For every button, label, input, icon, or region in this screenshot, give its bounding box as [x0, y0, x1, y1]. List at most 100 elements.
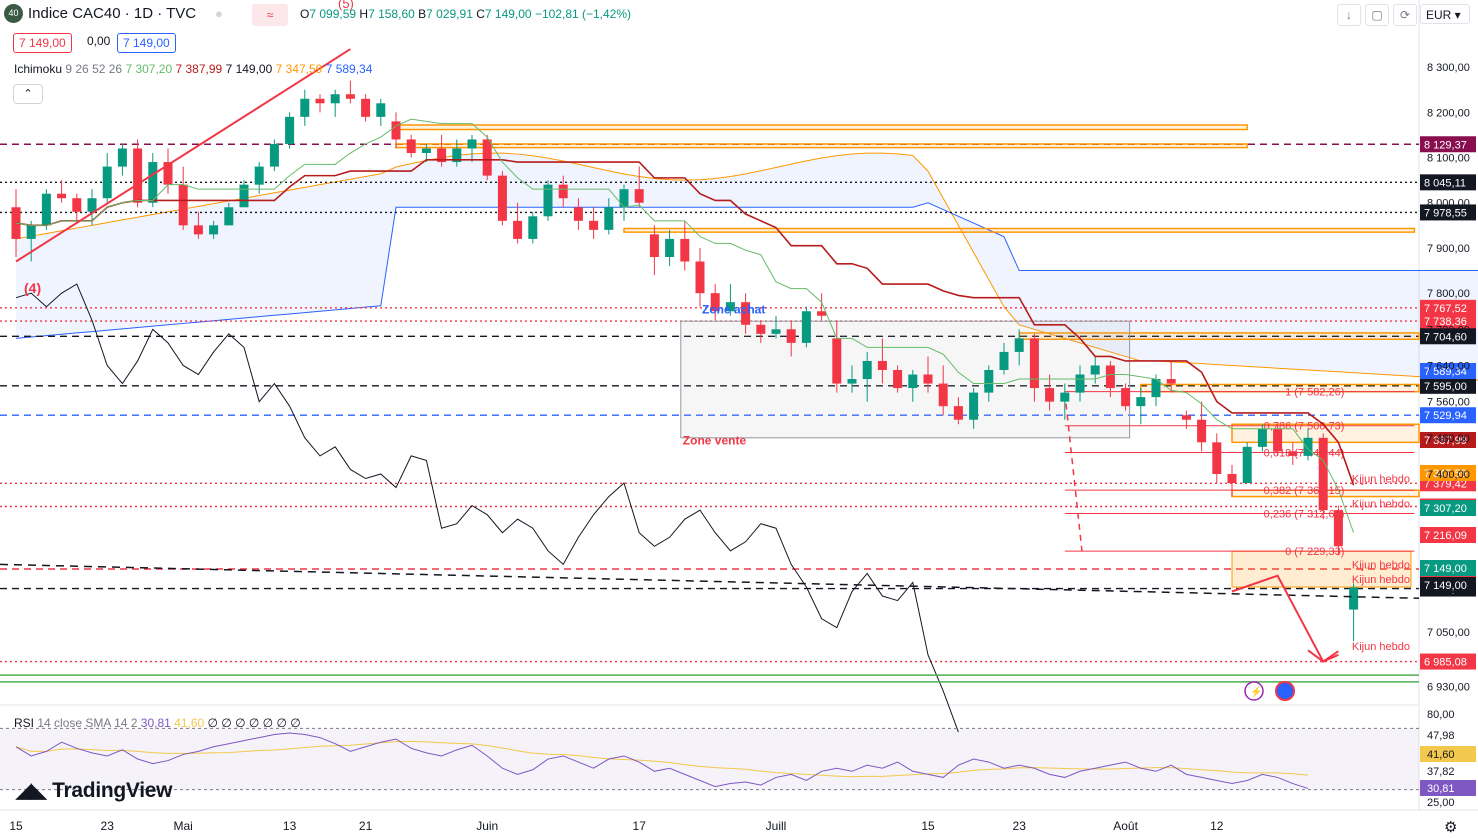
candle-body: [1045, 388, 1055, 402]
candle-body: [437, 148, 447, 163]
price-badge-1: [1420, 432, 1476, 448]
orange-zone-1: [395, 143, 1248, 149]
symbol-title[interactable]: Indice CAC40 · 1D · TVC: [28, 5, 197, 22]
fib-label-3: 0,382 (7 364,15): [1264, 485, 1345, 497]
level-badge-2: [1420, 204, 1476, 221]
currency-select[interactable]: EUR ▾: [1420, 4, 1470, 24]
maximize-icon[interactable]: ▢: [1365, 4, 1389, 26]
level-badge-4: [1420, 313, 1476, 330]
ichimoku-legend[interactable]: Ichimoku 9 26 52 26 7 307,20 7 387,99 7 …: [14, 62, 373, 76]
level-label-7: 7 529,94: [1424, 410, 1467, 422]
candle-body: [589, 220, 599, 230]
ohlc-readout: O7 099,59 H7 158,60 B7 029,91 C7 149,00 …: [300, 7, 632, 21]
rsi-legend[interactable]: RSI 14 close SMA 14 2 30,81 41,60 ∅ ∅ ∅ …: [14, 716, 301, 730]
rsi-badge-4: [1420, 780, 1476, 796]
candle-body: [269, 143, 279, 167]
tenkan-line: [15, 118, 1355, 533]
candle-body: [26, 225, 36, 239]
sell-button[interactable]: 7 149,00: [13, 33, 72, 53]
chikou-line: [15, 283, 959, 733]
wave-compare-icon[interactable]: ≈: [252, 4, 288, 26]
price-badge-label-3: 7 307,20: [1424, 503, 1467, 515]
rsi-tick-4: 30,81: [1427, 783, 1455, 795]
candle-body: [467, 139, 477, 149]
candle-body: [254, 166, 264, 185]
projection-arrowhead: [1307, 649, 1339, 663]
candle-body: [695, 261, 705, 294]
candle-body: [1242, 446, 1252, 484]
symbol-logo: 40: [4, 4, 23, 23]
candle-body: [148, 162, 158, 203]
candle-body: [923, 374, 933, 384]
candle-body: [1166, 379, 1176, 384]
candle-body: [528, 216, 538, 239]
candle-body: [102, 166, 112, 199]
fib-label-0: 1 (7 582,26): [1285, 387, 1344, 399]
candle-body: [133, 148, 143, 203]
candle-body: [345, 94, 355, 99]
rsi-tick-2: 41,60: [1427, 749, 1455, 761]
candle-body: [543, 184, 553, 217]
candle-body: [1288, 451, 1298, 456]
price-badge-5: [1420, 560, 1476, 576]
y-tick-4: 7 900,00: [1427, 243, 1470, 255]
settings-gear-icon[interactable]: ⚙: [1444, 819, 1458, 836]
rsi-line: [15, 732, 1309, 789]
candle-body: [847, 379, 857, 384]
collapse-legend-button[interactable]: ⌃: [13, 84, 43, 104]
candle-body: [41, 193, 51, 226]
x-tick-7: Juill: [766, 819, 787, 833]
y-tick-7: 7 640,00: [1427, 360, 1470, 372]
price-badge-label-2: 7 347,59: [1424, 468, 1467, 480]
candle-body: [801, 311, 811, 343]
candle-body: [87, 198, 97, 212]
projection-arrow: [1231, 574, 1339, 663]
level-badge-1: [1420, 174, 1476, 191]
level-label-4: 7 738,36: [1424, 316, 1467, 328]
candle-body: [1349, 587, 1359, 610]
candle-body: [209, 225, 219, 235]
candle-body: [786, 329, 796, 343]
candle-body: [1075, 374, 1085, 393]
fullscreen-icon[interactable]: ⟳: [1393, 4, 1417, 26]
price-badge-0: [1420, 363, 1476, 379]
level-badge-3: [1420, 299, 1476, 316]
candle-body: [178, 184, 188, 226]
kijun-line: [15, 158, 1355, 486]
status-dot-icon: ●: [215, 6, 223, 21]
price-badge-4: [1420, 527, 1476, 543]
buy-button[interactable]: 7 149,00: [117, 33, 176, 53]
candle-body: [1121, 388, 1131, 407]
x-tick-11: 12: [1210, 819, 1224, 833]
trendline-dashed: [0, 563, 1420, 600]
candle-body: [11, 207, 21, 239]
price-badge-label-5: 7 149,00: [1424, 563, 1467, 575]
candle-body: [1303, 437, 1313, 456]
candle-body: [315, 98, 325, 104]
candle-body: [725, 302, 735, 312]
rsi-tick-1: 47,98: [1427, 730, 1455, 742]
impulse-wave-line: [15, 48, 351, 263]
x-tick-10: Août: [1113, 819, 1138, 833]
fib-trend-line: [1064, 392, 1083, 552]
candle-body: [513, 220, 523, 239]
level-label-0: 8 129,37: [1424, 139, 1467, 151]
y-tick-0: 8 300,00: [1427, 62, 1470, 74]
candle-body: [832, 338, 842, 384]
download-icon[interactable]: ↓: [1337, 4, 1361, 26]
y-tick-1: 8 200,00: [1427, 107, 1470, 119]
price-badge-label-1: 7 387,99: [1424, 435, 1467, 447]
price-badge-label-4: 7 216,09: [1424, 530, 1467, 542]
candle-body: [1029, 338, 1039, 389]
candle-body: [497, 175, 507, 221]
candle-body: [953, 406, 963, 420]
candle-body: [649, 234, 659, 257]
y-tick-3: 8 000,00: [1427, 198, 1470, 210]
x-tick-2: Mai: [174, 819, 193, 833]
level-label-1: 8 045,11: [1424, 177, 1466, 189]
level-badge-6: [1420, 377, 1476, 394]
x-tick-1: 23: [101, 819, 115, 833]
candle-body: [300, 98, 310, 117]
candle-body: [376, 103, 386, 117]
